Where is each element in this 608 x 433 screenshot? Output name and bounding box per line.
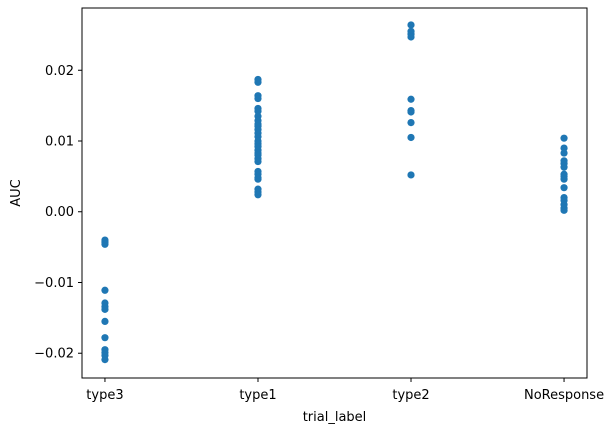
- data-point-type3-12: [101, 356, 109, 364]
- data-point-NoResponse-0: [560, 134, 568, 142]
- data-point-NoResponse-2: [560, 149, 568, 157]
- x-tick-label-type2: type2: [392, 388, 429, 403]
- x-axis-label: trial_label: [303, 410, 367, 425]
- data-point-type3-3: [101, 286, 109, 294]
- data-point-NoResponse-5: [560, 163, 568, 171]
- y-axis-label: AUC: [9, 179, 24, 207]
- y-tick-label-2: 0.00: [45, 205, 74, 220]
- data-point-type2-6: [407, 108, 415, 116]
- y-tick-label-3: 0.01: [45, 135, 74, 150]
- points-layer: [101, 21, 568, 364]
- data-point-type1-3: [254, 94, 262, 103]
- data-point-type3-7: [101, 317, 109, 326]
- x-axis-ticks: type3 type1 type2 NoResponse: [86, 378, 604, 403]
- data-point-type3-6: [101, 305, 109, 313]
- data-point-type1-27: [254, 191, 262, 199]
- data-point-type3-2: [101, 240, 109, 248]
- data-point-type1-20: [254, 157, 262, 166]
- data-point-type1-24: [254, 175, 262, 183]
- y-tick-label-1: −0.01: [34, 276, 74, 291]
- plot-frame: [81, 7, 588, 379]
- data-point-type2-4: [407, 95, 415, 103]
- y-axis-ticks: −0.02 −0.01 0.00 0.01 0.02: [34, 64, 82, 362]
- data-point-type2-8: [407, 133, 415, 142]
- x-tick-label-NoResponse: NoResponse: [524, 388, 604, 403]
- data-point-NoResponse-14: [560, 206, 568, 214]
- data-point-type2-7: [407, 119, 415, 127]
- data-point-type2-3: [407, 33, 415, 41]
- data-point-NoResponse-8: [560, 175, 568, 183]
- y-tick-label-0: −0.02: [34, 347, 74, 362]
- data-point-type1-5: [254, 107, 262, 115]
- x-tick-label-type3: type3: [86, 388, 123, 403]
- data-point-type3-8: [101, 334, 109, 342]
- data-point-type1-1: [254, 78, 262, 86]
- data-point-type2-0: [407, 21, 415, 29]
- data-point-NoResponse-9: [560, 184, 568, 192]
- data-point-type2-9: [407, 171, 415, 179]
- data-point-NoResponse-1: [560, 144, 568, 152]
- y-tick-label-4: 0.02: [45, 64, 74, 79]
- x-tick-label-type1: type1: [239, 388, 276, 403]
